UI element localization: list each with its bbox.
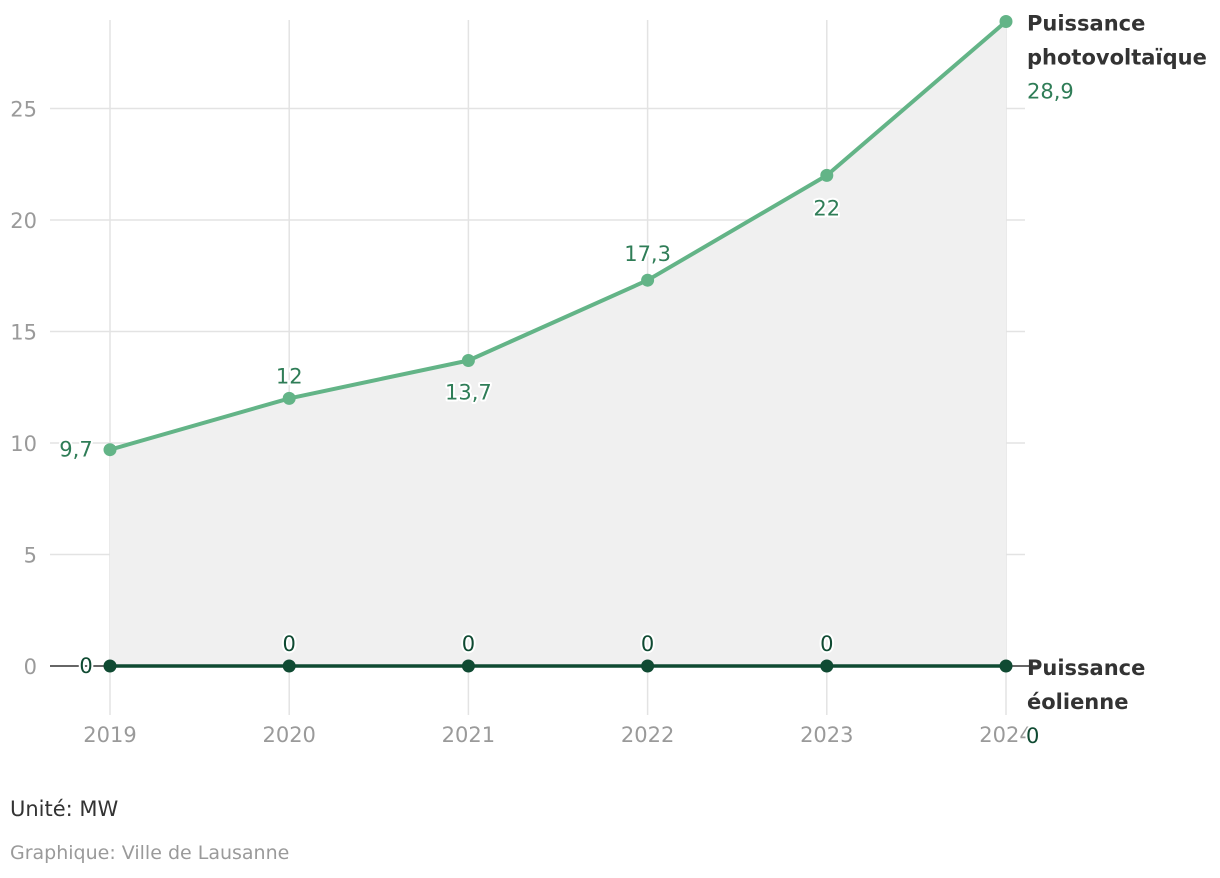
data-point [999, 659, 1013, 673]
x-tick-label: 2022 [621, 723, 674, 747]
y-tick-label: 20 [10, 209, 37, 233]
y-axis: 0 5 10 15 20 25 [10, 98, 37, 680]
data-label: 0 [283, 632, 296, 656]
series-name: photovoltaïque [1027, 46, 1207, 70]
area-fill [110, 21, 1006, 666]
unit-note: Unité: MW [10, 797, 119, 821]
data-point [103, 443, 117, 457]
x-tick-label: 2023 [800, 723, 853, 747]
data-label: 17,3 [624, 242, 671, 266]
y-tick-label: 0 [24, 655, 37, 679]
data-point [461, 659, 475, 673]
data-point [820, 659, 834, 673]
data-label-last: 28,9 [1027, 80, 1074, 104]
data-label-last: 0 [1026, 724, 1039, 748]
line-chart: 0 5 10 15 20 25 2019 2020 2021 2022 2023 2024 9,7 1… [10, 12, 1207, 750]
series-line-0 [109, 20, 1008, 452]
data-point [999, 15, 1013, 29]
data-point [461, 353, 475, 367]
series [103, 15, 1013, 673]
data-point [103, 659, 117, 673]
chart-credit: Graphique: Ville de Lausanne [10, 842, 290, 864]
data-label: 22 [813, 196, 840, 220]
data-label: 12 [276, 364, 303, 388]
data-label: 0 [820, 632, 833, 656]
data-label: 0 [79, 654, 92, 678]
y-tick-label: 15 [10, 321, 37, 345]
x-axis: 2019 2020 2021 2022 2023 2024 [83, 723, 1032, 747]
x-tick-label: 2020 [262, 723, 315, 747]
series-name: Puissance [1027, 12, 1145, 36]
data-label: 0 [462, 632, 475, 656]
data-point [641, 273, 655, 287]
data-label: 13,7 [445, 380, 492, 404]
data-point [641, 659, 655, 673]
data-point [820, 168, 834, 182]
x-tick-label: 2024 [979, 723, 1032, 747]
x-tick-label: 2019 [83, 723, 136, 747]
x-tick-label: 2021 [442, 723, 495, 747]
data-label: 0 [641, 632, 654, 656]
data-label: 9,7 [59, 438, 92, 462]
y-tick-label: 5 [24, 544, 37, 568]
series-name: éolienne [1027, 690, 1128, 714]
y-tick-label: 25 [10, 98, 37, 122]
data-labels: 9,7 12 13,7 17,3 22 Puissance photovoltaïque 28… [57, 12, 1207, 750]
area-photovoltaique [110, 21, 1006, 666]
y-tick-label: 10 [10, 432, 37, 456]
data-point [282, 391, 296, 405]
series-name: Puissance [1027, 656, 1145, 680]
data-point [282, 659, 296, 673]
